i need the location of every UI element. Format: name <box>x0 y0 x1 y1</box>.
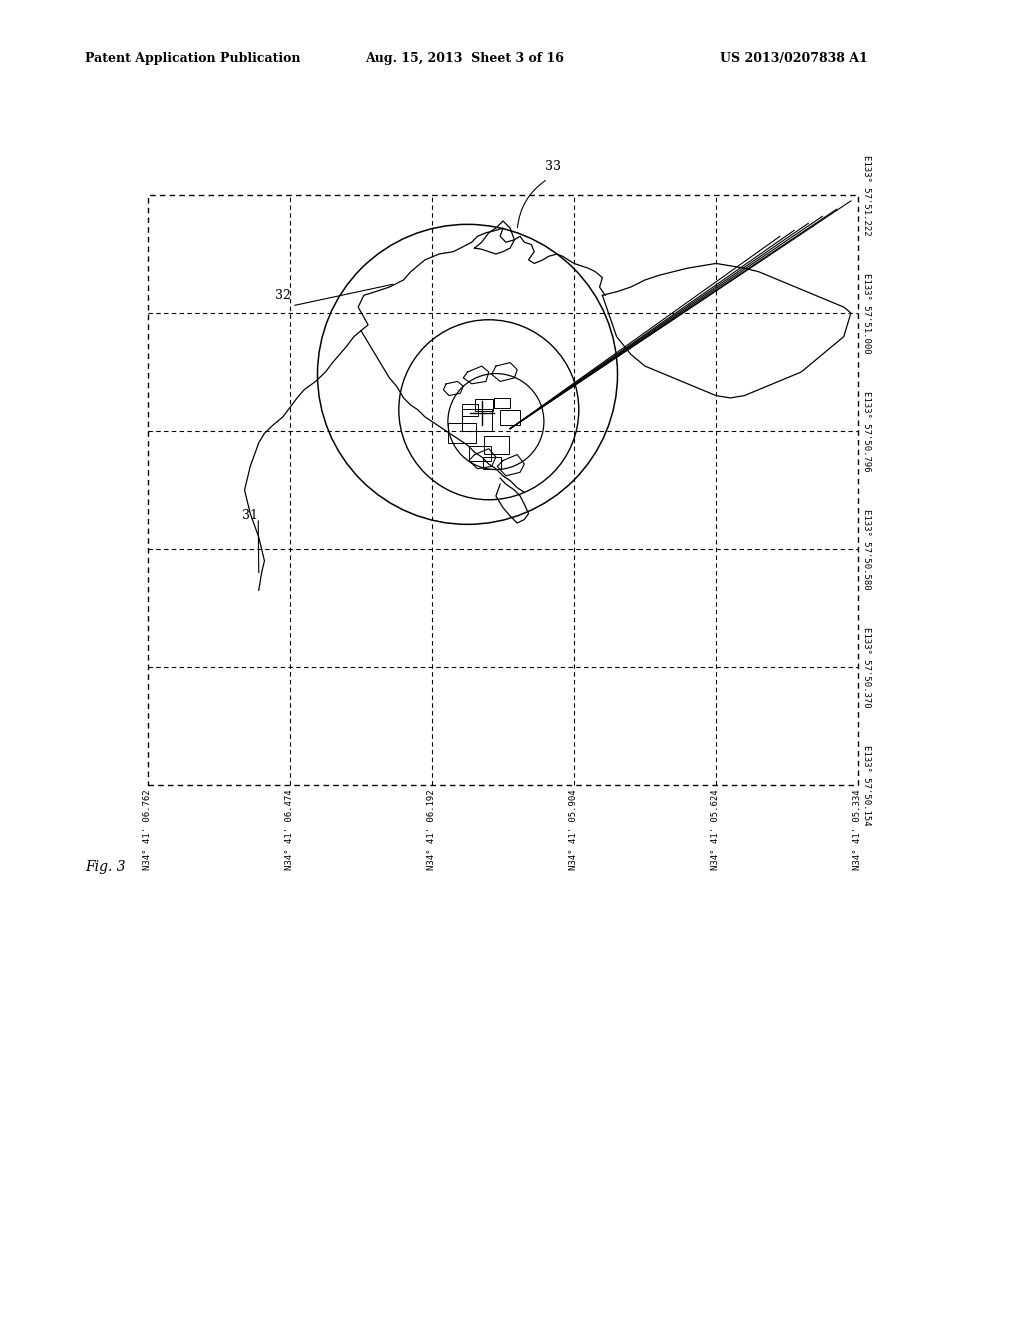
Text: Patent Application Publication: Patent Application Publication <box>85 51 300 65</box>
Text: N34° 41' 06.762: N34° 41' 06.762 <box>143 789 153 870</box>
Text: E133° 57'50.154: E133° 57'50.154 <box>862 744 871 825</box>
Text: N34° 41' 05.904: N34° 41' 05.904 <box>569 789 579 870</box>
Text: E133° 57'50.796: E133° 57'50.796 <box>862 391 871 471</box>
Bar <box>494 399 510 408</box>
Bar <box>462 404 477 416</box>
Text: E133° 57'50.580: E133° 57'50.580 <box>862 508 871 589</box>
Text: N34° 41' 06.192: N34° 41' 06.192 <box>427 789 436 870</box>
Text: Aug. 15, 2013  Sheet 3 of 16: Aug. 15, 2013 Sheet 3 of 16 <box>365 51 564 65</box>
Text: 32: 32 <box>275 289 291 302</box>
Bar <box>469 446 490 461</box>
Text: N34° 41' 05.624: N34° 41' 05.624 <box>712 789 721 870</box>
Bar <box>462 409 492 432</box>
Bar <box>482 457 501 469</box>
Text: 33: 33 <box>545 161 561 173</box>
Text: E133° 57'51.000: E133° 57'51.000 <box>862 273 871 354</box>
Text: N34° 41' 05.334: N34° 41' 05.334 <box>853 789 862 870</box>
Text: N34° 41' 06.474: N34° 41' 06.474 <box>286 789 295 870</box>
Bar <box>148 195 858 785</box>
Text: E133° 57'51.222: E133° 57'51.222 <box>862 154 871 235</box>
Text: US 2013/0207838 A1: US 2013/0207838 A1 <box>720 51 867 65</box>
Text: Fig. 3: Fig. 3 <box>85 861 126 874</box>
Bar <box>475 399 493 411</box>
Bar <box>447 424 475 444</box>
Bar <box>484 436 509 454</box>
Text: 31: 31 <box>243 510 258 523</box>
Bar <box>500 409 519 425</box>
Text: E133° 57'50.370: E133° 57'50.370 <box>862 627 871 708</box>
